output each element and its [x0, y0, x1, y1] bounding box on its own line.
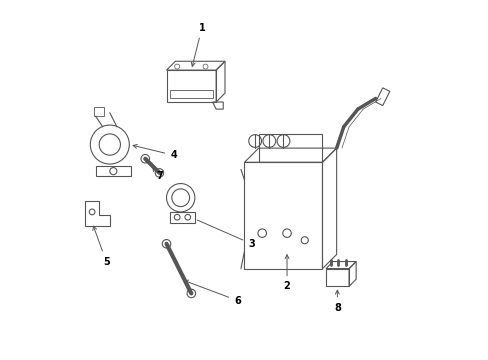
Text: 6: 6 — [184, 280, 240, 306]
Text: 2: 2 — [283, 255, 290, 291]
Bar — [94, 107, 104, 116]
Text: 7: 7 — [152, 166, 163, 181]
Text: 8: 8 — [333, 290, 340, 312]
Text: 3: 3 — [197, 220, 254, 249]
Text: 5: 5 — [93, 226, 109, 266]
Bar — [258, 134, 322, 162]
Text: 4: 4 — [133, 144, 177, 160]
Text: 1: 1 — [191, 23, 205, 66]
Bar — [170, 90, 212, 99]
